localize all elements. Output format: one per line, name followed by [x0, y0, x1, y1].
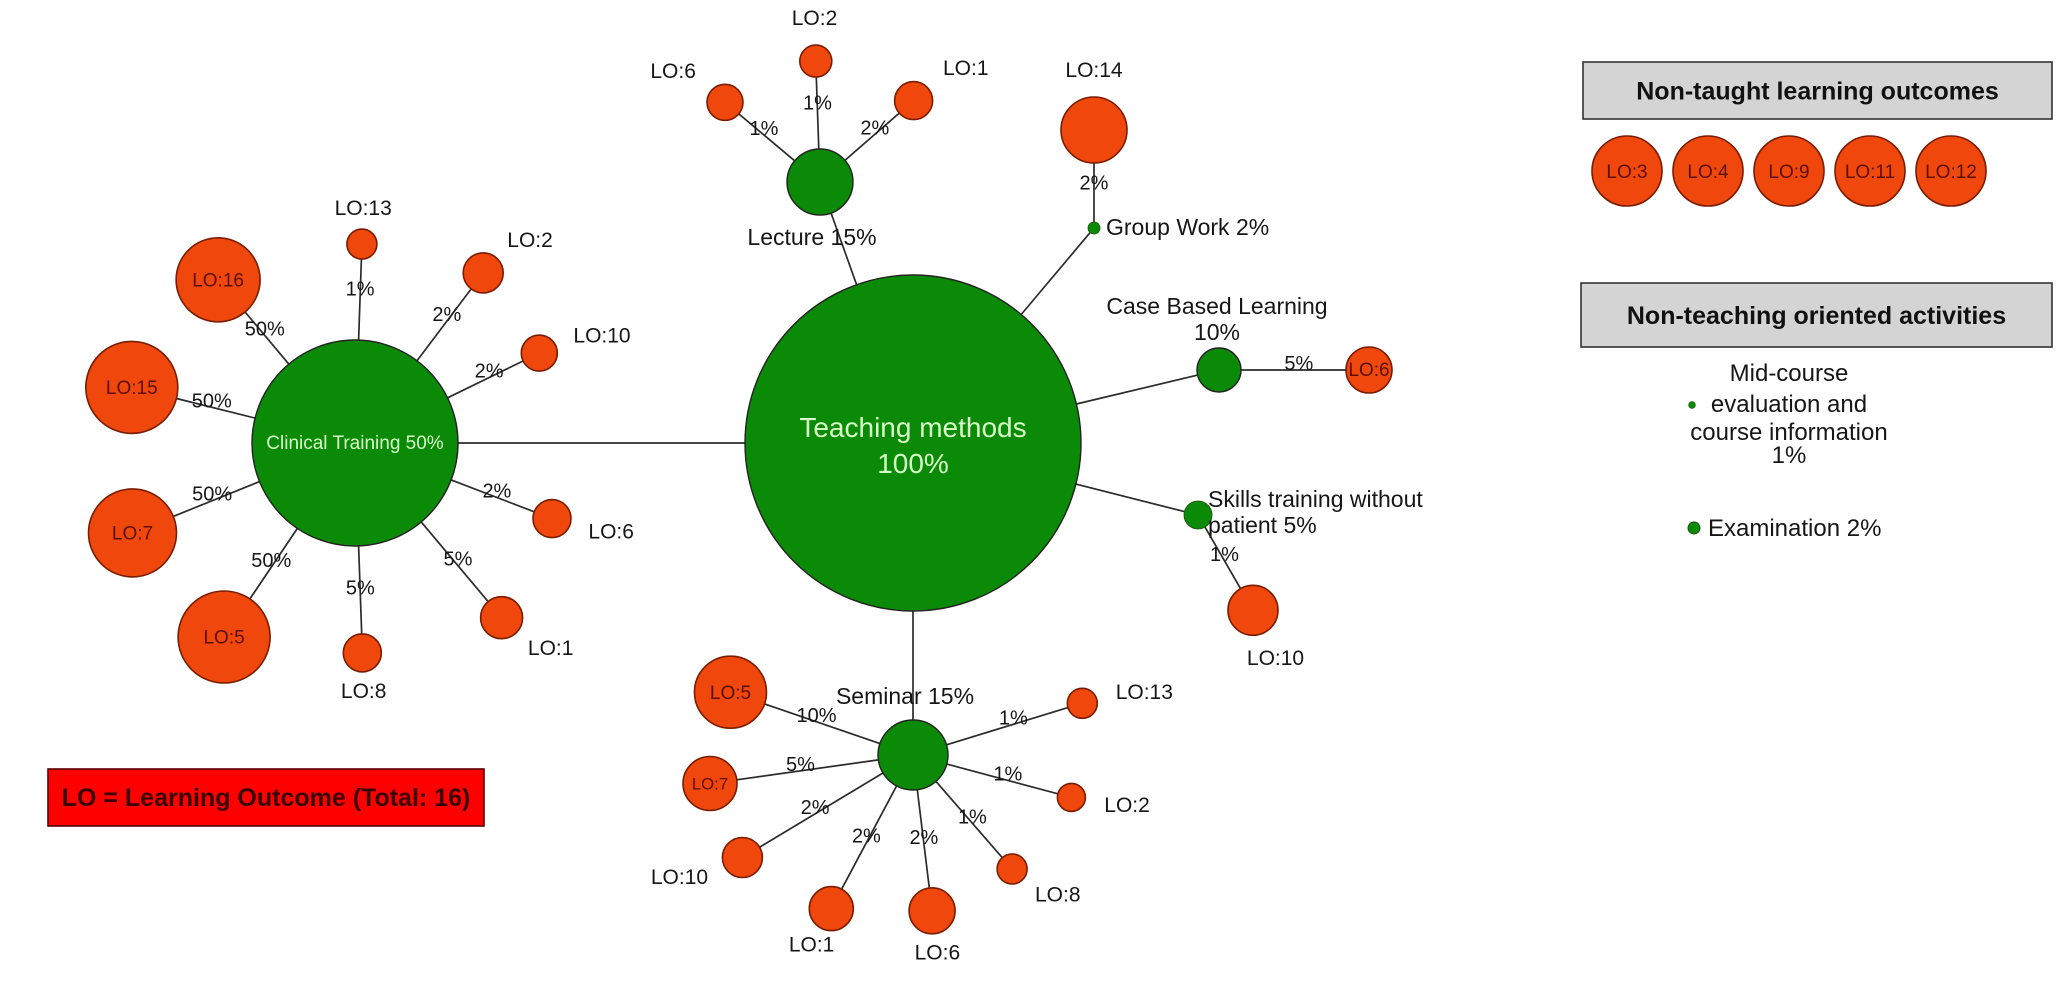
svg-text:LO:12: LO:12	[1925, 162, 1977, 183]
svg-text:Teaching methods: Teaching methods	[799, 412, 1026, 443]
svg-text:Group Work 2%: Group Work 2%	[1106, 214, 1269, 240]
svg-text:LO:6: LO:6	[915, 942, 961, 965]
svg-text:Lecture 15%: Lecture 15%	[747, 224, 876, 250]
svg-text:5%: 5%	[786, 754, 815, 776]
svg-text:LO:16: LO:16	[192, 271, 244, 292]
svg-text:1%: 1%	[958, 806, 987, 828]
svg-text:Examination 2%: Examination 2%	[1708, 515, 1881, 542]
svg-text:1%: 1%	[1772, 442, 1807, 469]
svg-text:2%: 2%	[852, 826, 881, 848]
svg-text:LO:5: LO:5	[710, 683, 751, 704]
svg-text:LO:2: LO:2	[1104, 794, 1150, 817]
svg-text:1%: 1%	[993, 763, 1022, 785]
svg-text:LO:14: LO:14	[1065, 59, 1123, 82]
svg-text:10%: 10%	[1194, 319, 1240, 345]
svg-text:50%: 50%	[245, 318, 285, 340]
svg-text:LO:10: LO:10	[573, 325, 630, 348]
svg-text:LO:1: LO:1	[528, 637, 574, 660]
svg-text:LO:15: LO:15	[106, 378, 158, 399]
svg-text:LO:4: LO:4	[1687, 162, 1729, 183]
svg-text:LO:6: LO:6	[650, 60, 696, 83]
svg-text:1%: 1%	[1210, 544, 1239, 566]
svg-text:2%: 2%	[1080, 173, 1109, 195]
svg-text:LO:8: LO:8	[341, 680, 387, 703]
svg-text:LO:1: LO:1	[789, 934, 835, 957]
svg-text:1%: 1%	[803, 92, 832, 114]
svg-text:LO:6: LO:6	[588, 521, 634, 544]
svg-text:LO:5: LO:5	[203, 628, 244, 649]
svg-text:Clinical Training 50%: Clinical Training 50%	[266, 433, 444, 454]
svg-text:100%: 100%	[877, 448, 949, 479]
svg-text:evaluation and: evaluation and	[1711, 391, 1867, 418]
svg-text:2%: 2%	[432, 304, 461, 326]
svg-text:LO:7: LO:7	[112, 524, 153, 545]
svg-text:LO:8: LO:8	[1035, 883, 1081, 906]
svg-text:1%: 1%	[999, 707, 1028, 729]
svg-text:Mid-course: Mid-course	[1730, 360, 1849, 387]
svg-text:Skills training without: Skills training without	[1208, 486, 1423, 512]
svg-text:5%: 5%	[346, 577, 375, 599]
svg-text:Seminar 15%: Seminar 15%	[836, 683, 974, 709]
svg-text:LO = Learning Outcome (Total:: LO = Learning Outcome (Total: 16)	[62, 784, 471, 812]
svg-text:LO:7: LO:7	[692, 774, 728, 793]
svg-text:LO:10: LO:10	[651, 866, 708, 889]
svg-text:LO:13: LO:13	[335, 197, 392, 220]
svg-text:50%: 50%	[192, 390, 232, 412]
svg-text:LO:6: LO:6	[1348, 360, 1389, 381]
svg-text:Non-taught learning outcomes: Non-taught learning outcomes	[1636, 78, 1999, 106]
svg-text:10%: 10%	[796, 705, 836, 727]
svg-text:5%: 5%	[444, 549, 473, 571]
svg-text:patient 5%: patient 5%	[1208, 512, 1317, 538]
svg-text:LO:1: LO:1	[943, 57, 989, 80]
svg-text:LO:13: LO:13	[1116, 681, 1173, 704]
svg-text:2%: 2%	[482, 481, 511, 503]
svg-text:2%: 2%	[801, 797, 830, 819]
svg-text:LO:11: LO:11	[1845, 162, 1895, 183]
svg-text:50%: 50%	[192, 484, 232, 506]
svg-text:2%: 2%	[909, 827, 938, 849]
svg-text:50%: 50%	[251, 550, 291, 572]
svg-text:Non-teaching oriented activiti: Non-teaching oriented activities	[1627, 302, 2006, 330]
svg-text:LO:2: LO:2	[792, 7, 838, 30]
svg-text:Case Based Learning: Case Based Learning	[1106, 293, 1327, 319]
svg-text:LO:2: LO:2	[507, 229, 553, 252]
svg-text:LO:3: LO:3	[1606, 162, 1647, 183]
svg-text:2%: 2%	[475, 361, 504, 383]
svg-text:LO:9: LO:9	[1768, 162, 1809, 183]
svg-text:2%: 2%	[860, 117, 889, 139]
svg-text:5%: 5%	[1284, 353, 1313, 375]
svg-text:1%: 1%	[346, 279, 375, 301]
svg-text:LO:10: LO:10	[1247, 647, 1304, 670]
svg-text:1%: 1%	[750, 118, 779, 140]
